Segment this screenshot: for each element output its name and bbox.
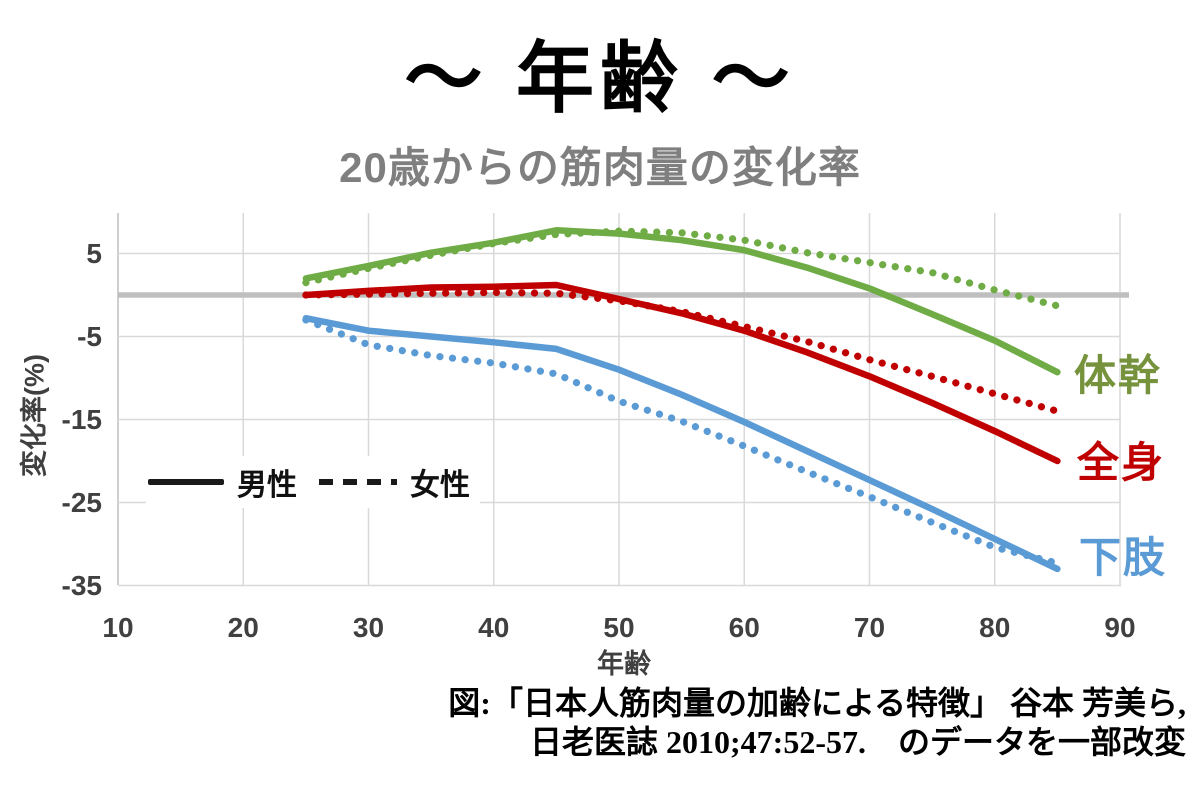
x-tick-label: 90 [1104, 612, 1136, 643]
y-tick-label: -15 [61, 403, 102, 435]
y-tick-label: -25 [61, 486, 102, 518]
series-label-whole-body: 全身 [1077, 439, 1166, 486]
whole-body-female-line [302, 288, 1061, 415]
lower-limbs-female-line [302, 316, 1061, 567]
x-tick-label: 50 [603, 612, 635, 643]
series-label-trunk: 体幹 [1074, 352, 1163, 399]
citation-line-2: 日老医誌 2010;47:52-57. のデータを一部改変 [530, 724, 1186, 761]
x-tick-label: 10 [102, 612, 134, 643]
citation: 図:「日本人筋肉量の加齢による特徴」 谷本 芳美ら, 日老医誌 2010;47:… [448, 684, 1186, 762]
page-title: ～ 年齢 ～ [404, 34, 796, 122]
trunk-male-line [302, 227, 1061, 376]
y-tick-label: 5 [86, 237, 102, 269]
legend-male-label: 男性 [237, 469, 297, 502]
chart-legend: 男性 女性 [146, 456, 480, 508]
legend-female-label: 女性 [410, 469, 470, 502]
lower-limbs-male-line [302, 314, 1061, 573]
x-tick-label: 40 [478, 612, 510, 643]
x-tick-label: 30 [352, 612, 385, 643]
x-tick-label: 20 [227, 612, 259, 643]
solid-line-swatch-icon [148, 479, 224, 485]
y-tick-label: -5 [77, 320, 102, 352]
y-tick-label: -35 [61, 569, 102, 601]
x-tick-label: 60 [728, 612, 760, 643]
citation-line-1: 図:「日本人筋肉量の加齢による特徴」 谷本 芳美ら, [448, 685, 1186, 721]
x-axis-title: 年齢 [597, 649, 651, 679]
x-tick-label: 80 [979, 612, 1011, 643]
whole-body-male-line [302, 281, 1061, 465]
series-label-lower-limbs: 下肢 [1079, 534, 1168, 581]
x-tick-label: 70 [853, 612, 886, 643]
trunk-female-line [302, 227, 1061, 310]
dashed-line-swatch-icon [319, 479, 397, 485]
chart-subtitle: 20歳からの筋肉量の変化率 [339, 144, 861, 191]
